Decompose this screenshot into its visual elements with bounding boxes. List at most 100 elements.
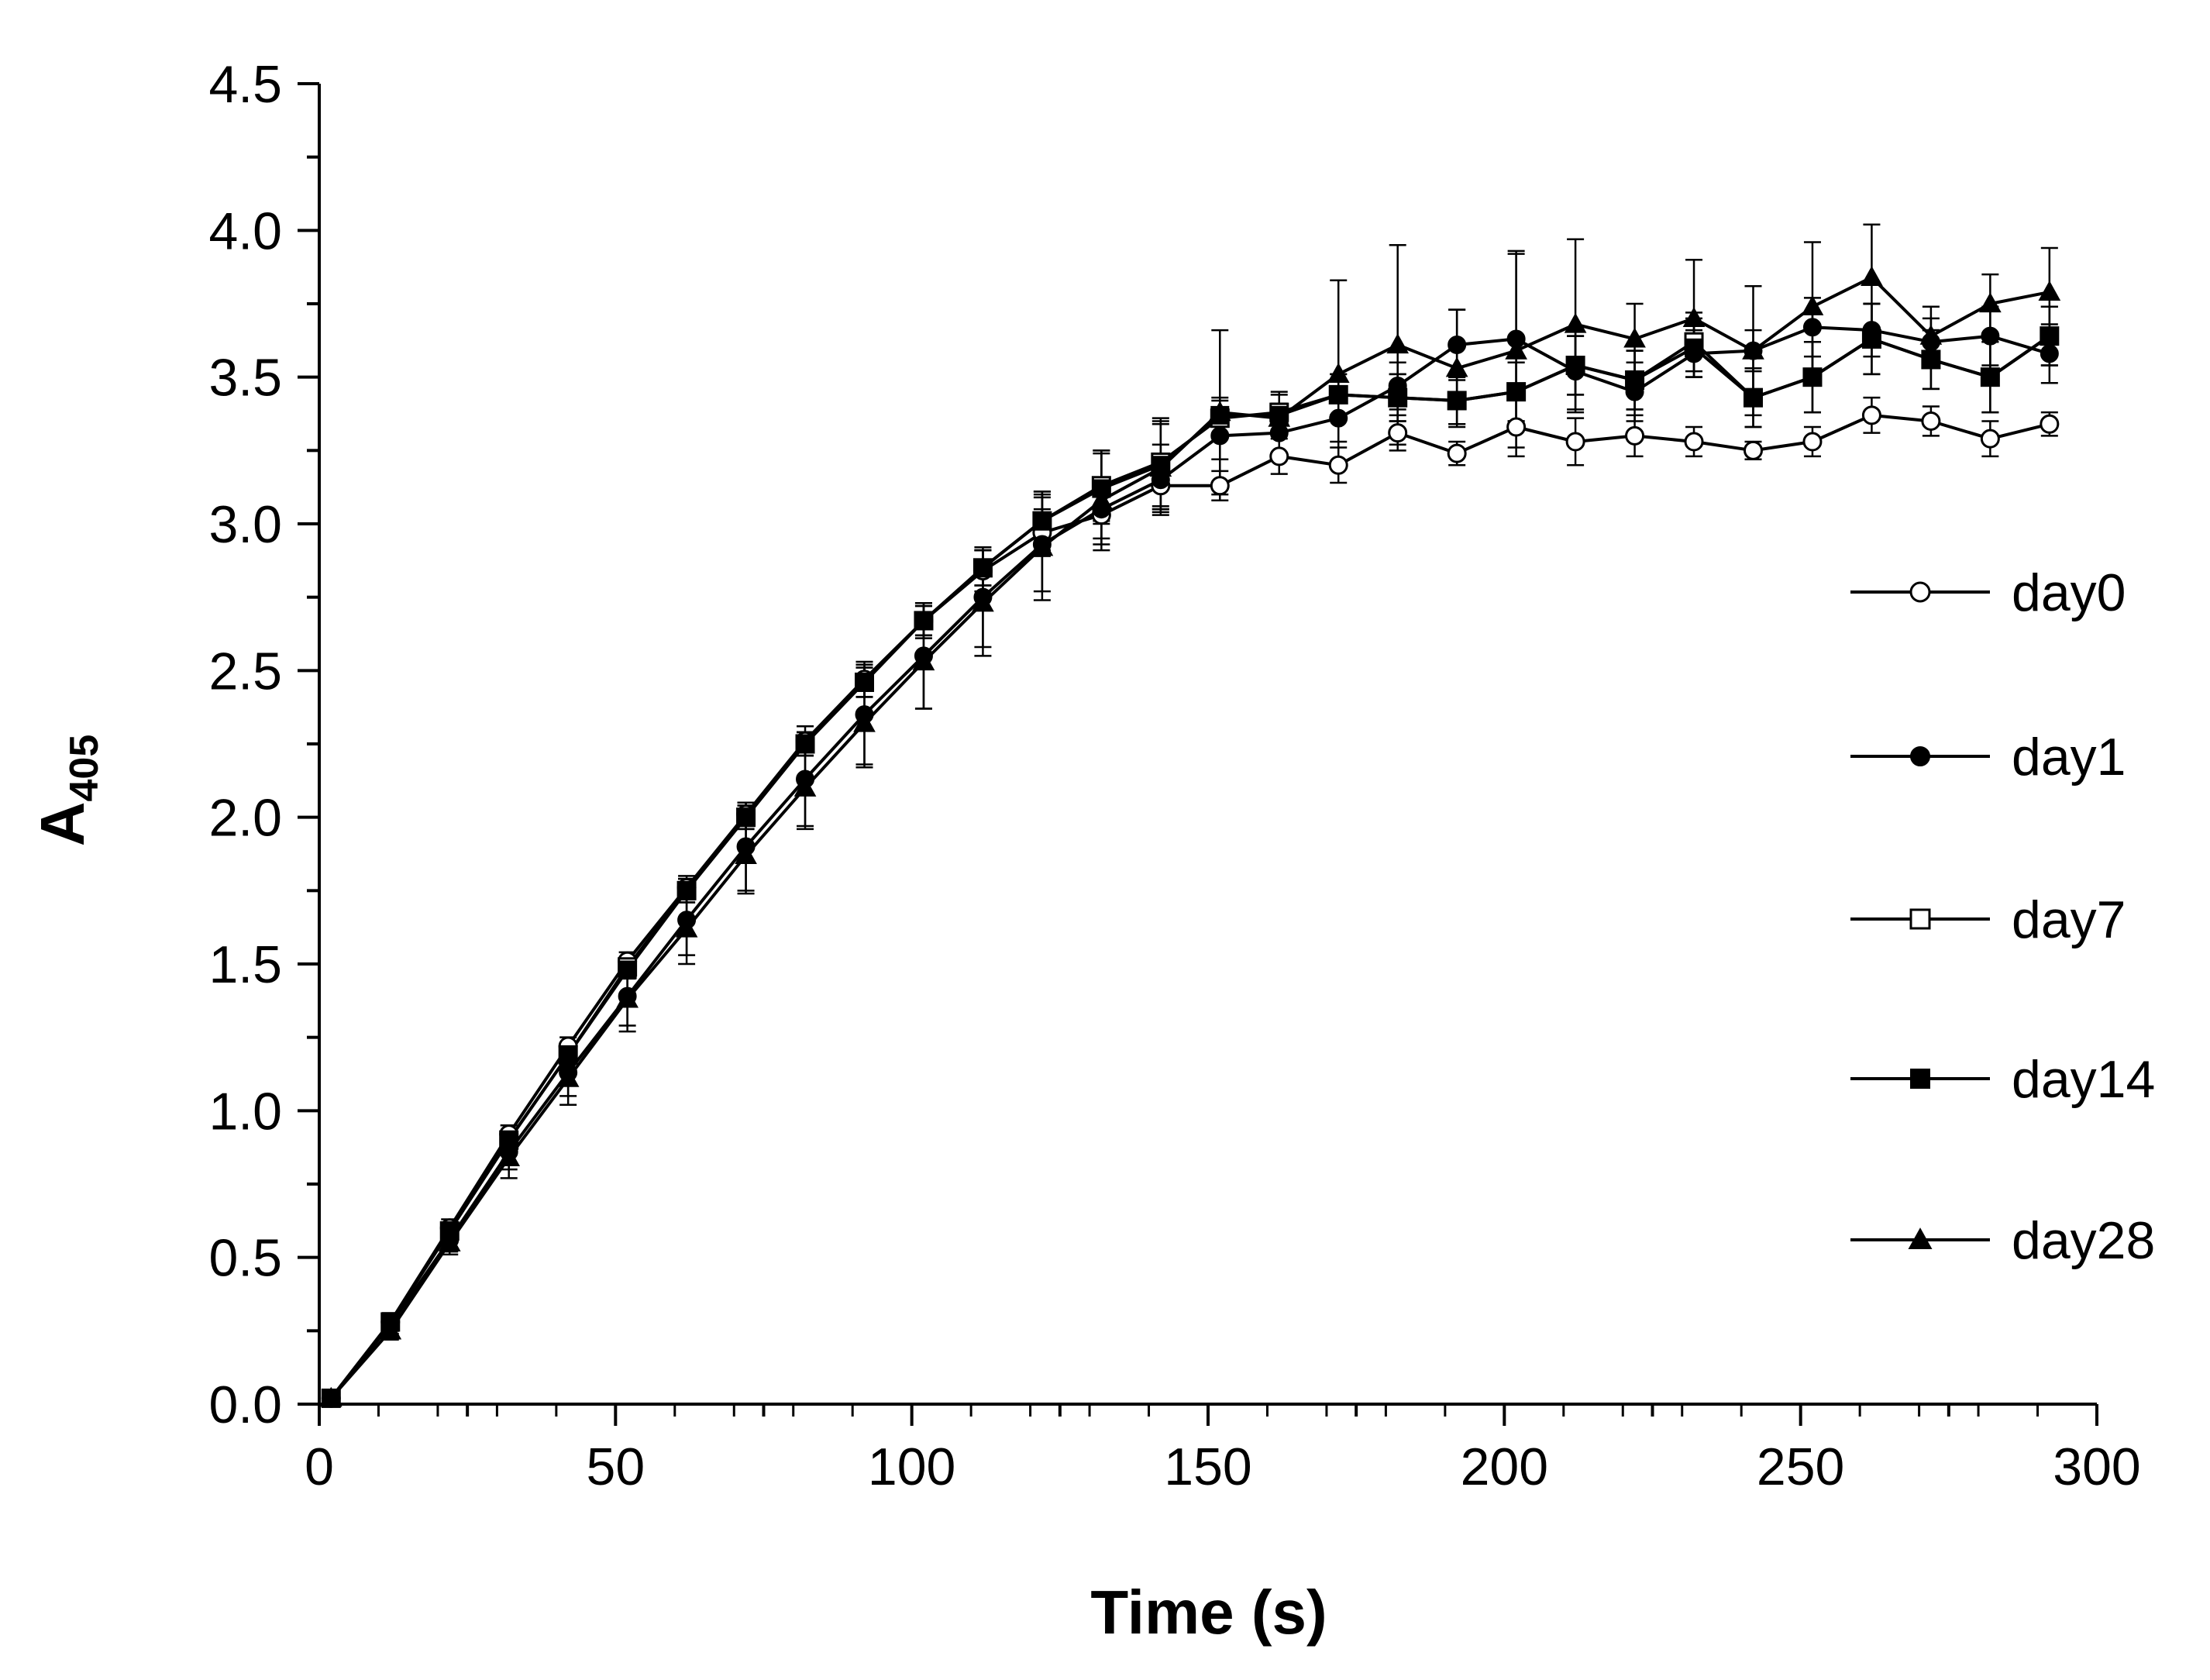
y-tick-label: 3.5 bbox=[208, 349, 282, 408]
data-point-day14 bbox=[1032, 511, 1052, 531]
data-point-day28 bbox=[616, 987, 639, 1008]
data-point-day14 bbox=[1862, 329, 1881, 349]
data-point-day0 bbox=[1743, 440, 1763, 460]
data-point-day28 bbox=[1742, 339, 1764, 360]
data-point-day28 bbox=[556, 1066, 580, 1087]
data-point-day28 bbox=[853, 711, 876, 732]
series-line-day1 bbox=[329, 325, 2050, 1399]
x-tick-label: 50 bbox=[587, 1437, 645, 1496]
legend-item-day0: day0 bbox=[1850, 563, 2126, 622]
data-point-day28 bbox=[1801, 295, 1824, 315]
data-point-day14 bbox=[1921, 349, 1940, 369]
series-line-day7 bbox=[329, 335, 2050, 1399]
legend-item-day7: day7 bbox=[1850, 890, 2126, 949]
data-point-day0 bbox=[1506, 417, 1527, 437]
legend-label: day7 bbox=[2012, 890, 2126, 949]
x-axis-title: Time (s) bbox=[1090, 1578, 1327, 1647]
data-point-day14 bbox=[1981, 367, 2000, 387]
y-tick-label: 1.5 bbox=[208, 935, 282, 994]
y-tick-label: 1.0 bbox=[208, 1082, 282, 1141]
legend-label: day1 bbox=[2012, 728, 2126, 787]
data-point-day14 bbox=[559, 1045, 578, 1065]
data-point-day28 bbox=[1327, 363, 1350, 383]
y-axis-title: A405 bbox=[28, 735, 107, 847]
data-point-day14 bbox=[2040, 326, 2059, 346]
y-axis-title-subscript: 405 bbox=[62, 735, 107, 802]
y-axis-title-main: A bbox=[28, 801, 97, 846]
series-line-day28 bbox=[329, 275, 2050, 1399]
data-point-day28 bbox=[1090, 488, 1113, 509]
data-point-day1 bbox=[1329, 408, 1348, 428]
data-point-day0 bbox=[1684, 432, 1704, 452]
data-point-day28 bbox=[1505, 339, 1527, 360]
data-point-day1 bbox=[1448, 336, 1467, 355]
data-point-day0 bbox=[1921, 411, 1941, 431]
legend-marker bbox=[1909, 908, 1931, 930]
y-tick-label: 3.0 bbox=[208, 495, 282, 554]
y-tick-label: 4.5 bbox=[208, 55, 282, 114]
data-point-day28 bbox=[1623, 327, 1646, 348]
data-point-day28 bbox=[1268, 406, 1291, 427]
legend-item-day14: day14 bbox=[1850, 1050, 2155, 1109]
data-point-day28 bbox=[675, 917, 698, 938]
data-point-day14 bbox=[855, 673, 874, 692]
legend-item-day1: day1 bbox=[1850, 728, 2126, 787]
data-point-day14 bbox=[1744, 388, 1763, 408]
x-tick-label: 250 bbox=[1757, 1437, 1844, 1496]
data-point-day14 bbox=[1566, 356, 1585, 375]
data-point-day28 bbox=[1682, 307, 1706, 328]
data-point-day0 bbox=[2040, 414, 2060, 434]
x-tick-label: 300 bbox=[2053, 1437, 2140, 1496]
data-point-day0 bbox=[1861, 405, 1881, 425]
legend-label: day14 bbox=[2012, 1050, 2155, 1109]
series-line-day0 bbox=[329, 413, 2050, 1399]
data-point-day14 bbox=[499, 1131, 518, 1150]
data-point-day28 bbox=[1386, 333, 1410, 354]
data-point-day14 bbox=[1388, 388, 1407, 408]
data-point-day14 bbox=[1685, 338, 1704, 357]
error-bars bbox=[322, 223, 2058, 1406]
data-point-day0 bbox=[1980, 429, 2000, 449]
legend-label: day28 bbox=[2012, 1211, 2155, 1270]
data-point-day14 bbox=[618, 960, 637, 979]
series-markers bbox=[319, 266, 2061, 1408]
x-tick-label: 150 bbox=[1164, 1437, 1251, 1496]
data-point-day0 bbox=[1802, 432, 1823, 452]
data-point-day28 bbox=[1208, 401, 1231, 422]
data-point-day28 bbox=[379, 1319, 402, 1340]
data-point-day28 bbox=[319, 1386, 343, 1407]
data-point-day0 bbox=[1328, 455, 1348, 475]
legend-marker bbox=[1910, 1069, 1930, 1089]
data-point-day14 bbox=[1506, 382, 1526, 401]
data-point-day28 bbox=[497, 1146, 521, 1167]
data-point-day14 bbox=[736, 807, 756, 827]
data-point-day1 bbox=[1802, 318, 1822, 337]
legend-item-day28: day28 bbox=[1850, 1211, 2155, 1270]
data-point-day28 bbox=[1031, 535, 1054, 556]
data-point-day28 bbox=[1979, 292, 2002, 313]
data-point-day28 bbox=[972, 591, 994, 612]
data-point-day14 bbox=[796, 735, 815, 753]
data-point-day0 bbox=[1210, 476, 1230, 496]
data-point-day28 bbox=[1445, 356, 1468, 377]
series-line-day14 bbox=[329, 335, 2050, 1399]
data-point-day1 bbox=[1269, 423, 1289, 442]
data-point-day28 bbox=[2038, 281, 2061, 301]
data-point-day14 bbox=[914, 611, 933, 630]
data-point-day28 bbox=[1564, 312, 1587, 333]
data-point-day28 bbox=[1149, 456, 1172, 477]
y-tick-label: 2.0 bbox=[208, 789, 282, 848]
data-point-day14 bbox=[1448, 391, 1467, 410]
y-tick-label: 2.5 bbox=[208, 642, 282, 701]
legend: day0 day1 day7 day14 day28 bbox=[1850, 563, 2155, 1270]
data-point-day14 bbox=[1329, 385, 1348, 405]
data-point-day14 bbox=[1802, 367, 1822, 387]
data-point-day1 bbox=[1210, 426, 1230, 446]
x-tick-label: 0 bbox=[305, 1437, 334, 1496]
y-tick-label: 0.5 bbox=[208, 1229, 282, 1288]
data-point-day28 bbox=[793, 776, 817, 797]
data-point-day0 bbox=[1269, 446, 1289, 466]
data-point-day14 bbox=[677, 881, 697, 900]
